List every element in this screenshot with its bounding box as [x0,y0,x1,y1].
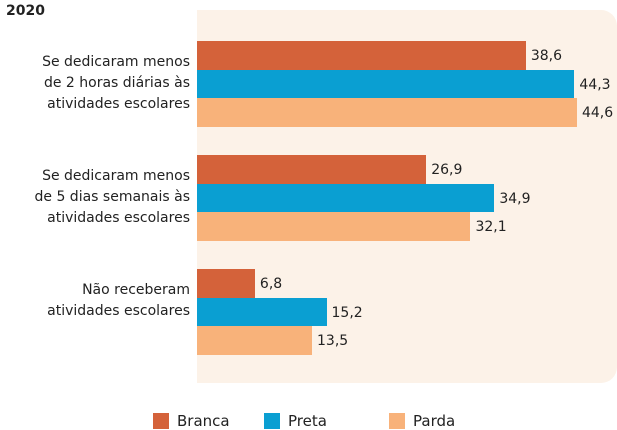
value-label: 13,5 [317,333,349,350]
value-label: 44,3 [579,76,611,93]
value-label: 15,2 [331,304,363,321]
value-label: 44,6 [581,105,614,122]
bar [197,297,327,327]
legend-label: Branca [177,412,230,430]
value-label: 34,9 [499,190,531,207]
legend-swatch [153,413,169,429]
category-label: Se dedicaram menos de 5 dias semanais às… [34,168,191,227]
legend-swatch [389,413,405,429]
bar [197,155,427,184]
value-label: 38,6 [530,48,563,64]
category-label: Não receberam atividades escolares [47,282,190,320]
bar [197,98,577,128]
bar [197,212,471,242]
bar [197,269,255,298]
category-label: Se dedicaram menos de 2 horas diárias às… [42,54,190,113]
legend-swatch [264,413,280,429]
bar [197,326,313,356]
value-label: 26,9 [431,162,463,178]
legend-label: Preta [288,412,327,430]
value-label: 6,8 [259,276,283,292]
legend-label: Parda [413,412,456,430]
value-label: 32,1 [475,219,507,236]
chart-title: 2020 [6,3,45,19]
bar [197,41,526,70]
bar [197,69,575,99]
bar [197,183,495,213]
